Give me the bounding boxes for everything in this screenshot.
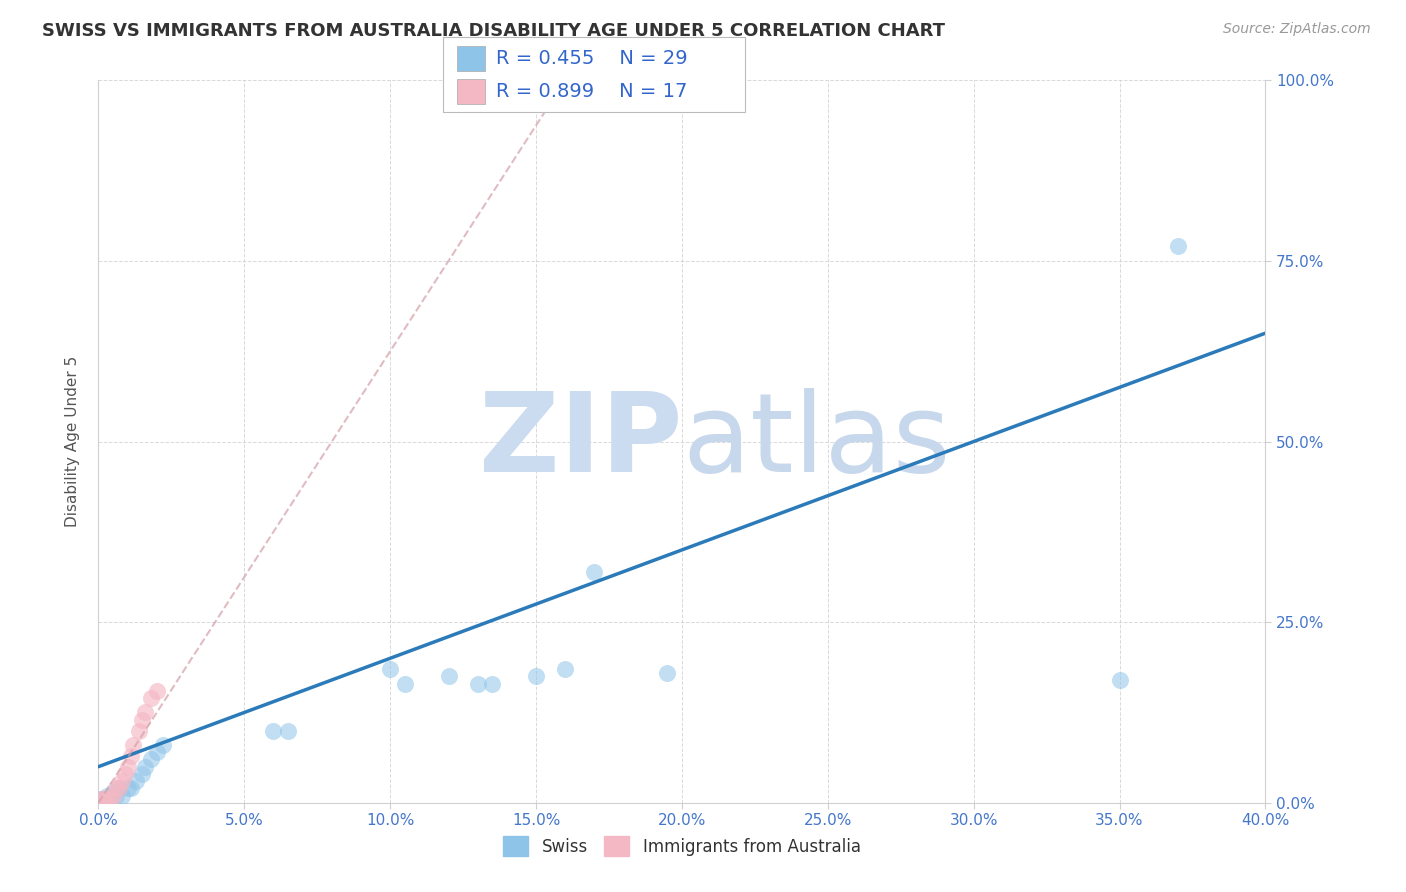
Point <box>139 691 162 706</box>
Text: R = 0.455    N = 29: R = 0.455 N = 29 <box>496 49 688 69</box>
Point <box>96 792 118 806</box>
Point <box>1167 239 1189 253</box>
Point <box>394 676 416 690</box>
Text: ZIP: ZIP <box>478 388 682 495</box>
Point <box>380 662 402 676</box>
Text: atlas: atlas <box>682 388 950 495</box>
Point <box>101 785 124 799</box>
Point <box>583 565 606 579</box>
Point <box>90 792 112 806</box>
Point <box>120 748 142 763</box>
Point <box>98 792 121 806</box>
Point <box>554 662 576 676</box>
Point <box>131 767 153 781</box>
Point <box>104 789 127 803</box>
Point <box>104 781 127 796</box>
Point <box>120 781 142 796</box>
Text: Source: ZipAtlas.com: Source: ZipAtlas.com <box>1223 22 1371 37</box>
Point <box>101 789 124 803</box>
Point <box>96 789 118 803</box>
Point <box>524 669 547 683</box>
Point <box>146 683 169 698</box>
Point <box>131 713 153 727</box>
Point <box>108 781 131 796</box>
Text: SWISS VS IMMIGRANTS FROM AUSTRALIA DISABILITY AGE UNDER 5 CORRELATION CHART: SWISS VS IMMIGRANTS FROM AUSTRALIA DISAB… <box>42 22 945 40</box>
Point <box>111 789 134 803</box>
Point <box>117 781 139 796</box>
Point <box>122 738 145 752</box>
Text: R = 0.899    N = 17: R = 0.899 N = 17 <box>496 82 688 102</box>
Point <box>481 676 503 690</box>
Point <box>114 767 136 781</box>
Point <box>90 792 112 806</box>
Point <box>93 792 115 806</box>
Point <box>93 792 115 806</box>
Point <box>134 706 156 720</box>
Point <box>262 723 284 738</box>
Point <box>139 752 162 766</box>
Point <box>277 723 299 738</box>
Point <box>437 669 460 683</box>
Y-axis label: Disability Age Under 5: Disability Age Under 5 <box>65 356 80 527</box>
Point <box>657 665 679 680</box>
Point <box>134 760 156 774</box>
Point <box>467 676 489 690</box>
Point <box>111 774 134 789</box>
Point <box>117 760 139 774</box>
Point <box>152 738 174 752</box>
Point <box>125 774 148 789</box>
Point <box>146 745 169 759</box>
Point <box>1108 673 1130 687</box>
Point <box>98 792 121 806</box>
Point <box>108 781 131 796</box>
Point <box>128 723 150 738</box>
Legend: Swiss, Immigrants from Australia: Swiss, Immigrants from Australia <box>496 830 868 863</box>
